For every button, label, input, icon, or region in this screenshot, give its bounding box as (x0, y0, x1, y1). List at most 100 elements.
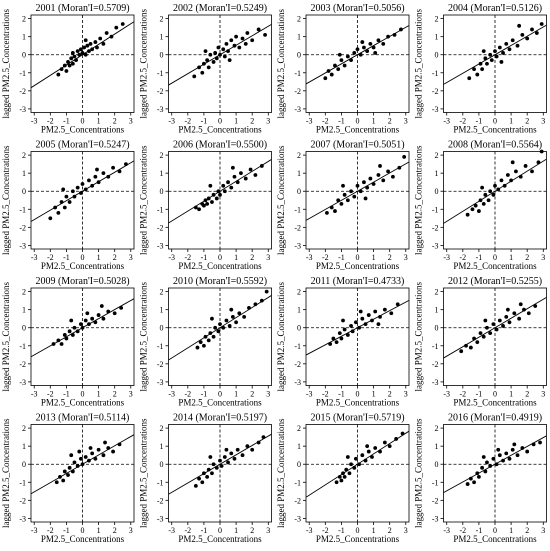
y-tick-label: -2 (432, 223, 439, 232)
x-tick-label: 0 (356, 117, 360, 126)
data-point (467, 76, 472, 81)
x-tick-label: 2 (113, 253, 117, 262)
x-tick-label: -2 (47, 117, 54, 126)
data-point (75, 49, 80, 54)
data-point (203, 49, 208, 54)
data-point (109, 34, 114, 39)
x-tick-label: 2 (388, 390, 392, 399)
data-point (222, 455, 227, 459)
data-point (259, 164, 264, 168)
data-point (75, 185, 80, 190)
data-point (337, 52, 342, 57)
y-tick-label: 0 (160, 324, 164, 333)
data-point (342, 327, 347, 332)
data-point (59, 200, 64, 204)
chart-panel-3: 2004 (Moran'I=0.5126) -3 -2 -1 0 1 2 3 -3 -2 -1 0 1 2… (414, 3, 547, 135)
data-point (376, 173, 381, 177)
x-tick-label: 3 (541, 390, 545, 399)
data-point (216, 45, 221, 50)
chart-panel-6: 2007 (Moran'I=0.5051) -3 -2 -1 0 1 2 3 -3 -2 -1 0 1 2… (276, 140, 410, 271)
x-tick-label: 0 (356, 526, 360, 535)
data-point (536, 160, 541, 165)
regression-line (168, 295, 272, 361)
data-point (481, 201, 486, 206)
data-point (523, 164, 528, 168)
x-tick-label: 0 (356, 253, 360, 262)
data-point (203, 334, 208, 339)
x-tick-label: -2 (184, 390, 191, 399)
data-point (200, 70, 205, 75)
data-point (373, 446, 378, 450)
data-point (360, 453, 365, 458)
y-tick-label: 0 (435, 187, 439, 196)
chart-title: 2014 (Moran'I=0.5197) (173, 413, 267, 424)
x-tick-label: 1 (509, 526, 513, 535)
x-tick-label: -2 (322, 253, 329, 262)
data-point (87, 178, 91, 183)
data-point (229, 451, 234, 456)
data-point (339, 58, 344, 63)
data-point (483, 469, 488, 474)
x-tick-label: 0 (81, 253, 85, 262)
x-tick-label: 1 (509, 117, 513, 126)
data-point (472, 480, 476, 485)
data-point (197, 207, 201, 212)
regression-line (31, 160, 134, 222)
data-point (224, 447, 229, 452)
data-point (227, 324, 232, 328)
data-point (353, 456, 358, 461)
data-point (101, 453, 106, 458)
data-point (481, 49, 486, 54)
data-point (349, 58, 353, 63)
x-tick-label: 0 (218, 390, 222, 399)
data-point (378, 449, 382, 454)
data-point (494, 327, 499, 332)
data-point (497, 318, 502, 323)
data-point (64, 336, 69, 341)
data-point (472, 67, 476, 72)
data-point (213, 325, 218, 330)
data-point (56, 210, 61, 215)
x-tick-label: 0 (218, 526, 222, 535)
data-point (226, 180, 230, 185)
y-tick-label: 2 (435, 151, 439, 160)
data-point (491, 456, 496, 461)
data-point (475, 72, 480, 77)
data-point (211, 60, 216, 64)
data-point (362, 45, 366, 50)
y-axis-label: lagged PM2.5_Concentrations (139, 418, 149, 528)
x-tick-label: 3 (266, 526, 270, 535)
data-point (197, 65, 201, 70)
x-tick-label: -3 (443, 390, 450, 399)
y-tick-label: -2 (432, 360, 439, 369)
data-point (353, 320, 358, 325)
y-tick-label: 2 (160, 151, 164, 160)
data-point (61, 187, 66, 192)
data-point (62, 63, 67, 68)
data-point (472, 336, 476, 341)
chart-panel-2: 2003 (Moran'I=0.5056) -3 -2 -1 0 1 2 3 -3 -2 -1 0 1 2… (276, 3, 410, 135)
data-point (538, 440, 542, 445)
y-tick-label: -3 (19, 105, 26, 114)
data-point (459, 349, 464, 354)
x-tick-label: -3 (31, 390, 38, 399)
y-tick-label: 1 (22, 442, 26, 451)
data-point (366, 449, 371, 454)
data-point (475, 471, 480, 476)
data-point (232, 174, 237, 179)
data-point (485, 61, 489, 66)
data-point (504, 314, 509, 319)
x-tick-label: -1 (338, 253, 345, 262)
x-tick-label: 2 (250, 390, 254, 399)
y-tick-label: -1 (19, 69, 26, 78)
data-point (78, 456, 83, 461)
data-point (263, 32, 267, 37)
data-point (539, 22, 544, 26)
y-tick-label: 1 (297, 442, 301, 451)
x-tick-label: 0 (493, 526, 497, 535)
x-tick-label: -1 (201, 390, 208, 399)
data-point (504, 41, 509, 46)
data-point (59, 67, 64, 72)
data-point (464, 343, 468, 348)
y-axis-label: lagged PM2.5_Concentrations (1, 418, 11, 528)
